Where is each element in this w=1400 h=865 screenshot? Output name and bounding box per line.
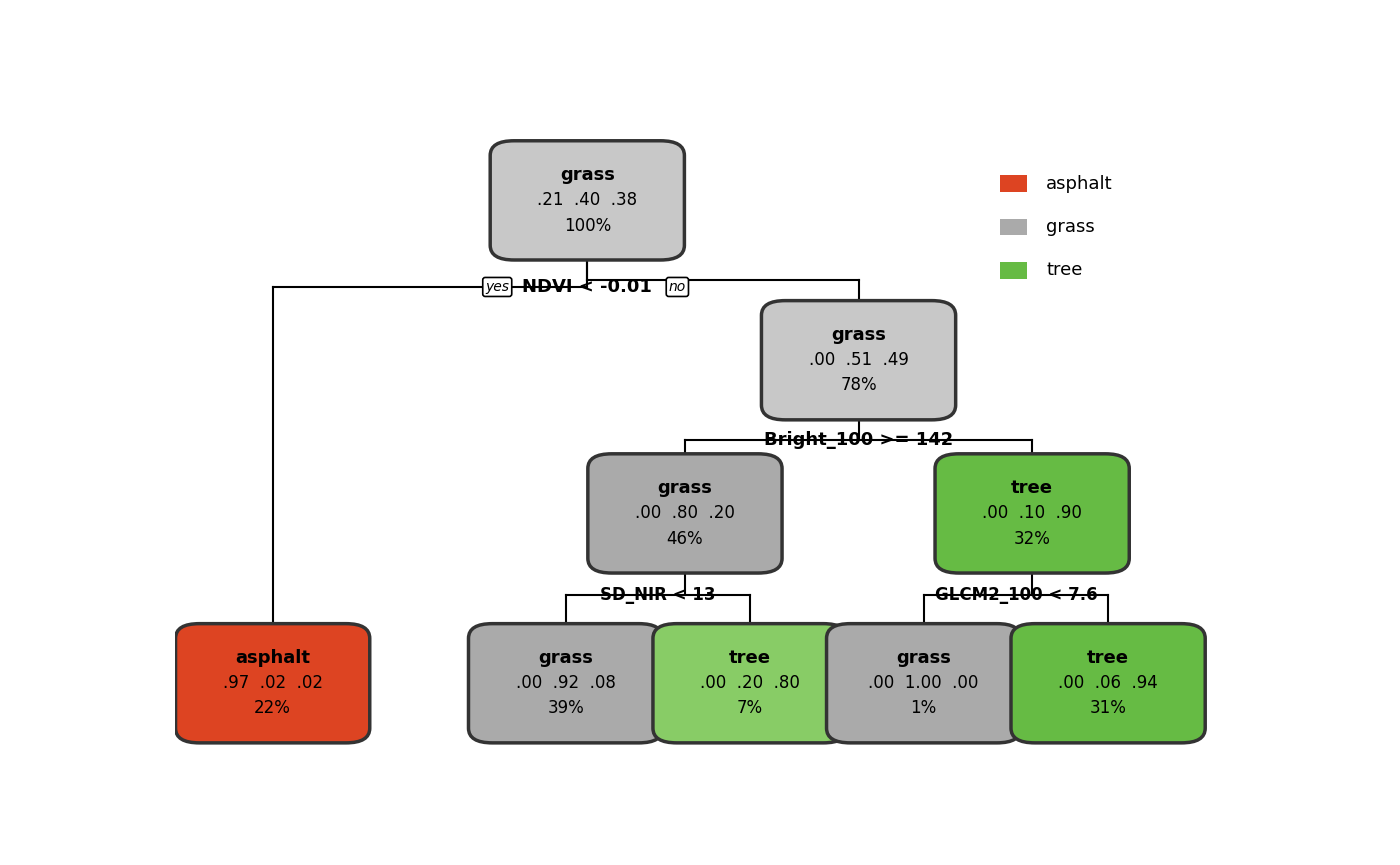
FancyBboxPatch shape xyxy=(588,454,783,573)
Text: no: no xyxy=(669,280,686,294)
FancyBboxPatch shape xyxy=(652,624,847,743)
Text: tree: tree xyxy=(729,649,771,667)
Text: SD_NIR < 13: SD_NIR < 13 xyxy=(601,586,715,605)
FancyBboxPatch shape xyxy=(1000,262,1026,279)
Text: 39%: 39% xyxy=(547,700,584,717)
Text: asphalt: asphalt xyxy=(1046,175,1113,193)
Text: .00  .20  .80: .00 .20 .80 xyxy=(700,674,799,692)
Text: 100%: 100% xyxy=(564,216,610,234)
Text: grass: grass xyxy=(658,479,713,497)
Text: .00  .06  .94: .00 .06 .94 xyxy=(1058,674,1158,692)
Text: 1%: 1% xyxy=(910,700,937,717)
Text: grass: grass xyxy=(832,326,886,344)
Text: asphalt: asphalt xyxy=(235,649,311,667)
Text: grass: grass xyxy=(560,166,615,184)
FancyBboxPatch shape xyxy=(1000,219,1026,235)
Text: tree: tree xyxy=(1086,649,1128,667)
FancyBboxPatch shape xyxy=(1000,176,1026,192)
Text: .21  .40  .38: .21 .40 .38 xyxy=(538,191,637,209)
Text: tree: tree xyxy=(1011,479,1053,497)
FancyBboxPatch shape xyxy=(1011,624,1205,743)
Text: .00  .51  .49: .00 .51 .49 xyxy=(809,351,909,369)
Text: grass: grass xyxy=(1046,218,1095,236)
Text: NDVI < -0.01: NDVI < -0.01 xyxy=(522,278,652,296)
FancyBboxPatch shape xyxy=(826,624,1021,743)
Text: 78%: 78% xyxy=(840,376,876,394)
FancyBboxPatch shape xyxy=(762,301,956,420)
Text: 22%: 22% xyxy=(255,700,291,717)
Text: .00  1.00  .00: .00 1.00 .00 xyxy=(868,674,979,692)
Text: .00  .80  .20: .00 .80 .20 xyxy=(636,504,735,522)
FancyBboxPatch shape xyxy=(935,454,1130,573)
FancyBboxPatch shape xyxy=(490,141,685,260)
Text: tree: tree xyxy=(1046,261,1082,279)
Text: Bright_100 >= 142: Bright_100 >= 142 xyxy=(764,431,953,449)
FancyBboxPatch shape xyxy=(175,624,370,743)
Text: 31%: 31% xyxy=(1089,700,1127,717)
Text: grass: grass xyxy=(538,649,594,667)
Text: .00  .10  .90: .00 .10 .90 xyxy=(983,504,1082,522)
Text: GLCM2_100 < 7.6: GLCM2_100 < 7.6 xyxy=(935,586,1098,605)
Text: grass: grass xyxy=(896,649,951,667)
Text: .97  .02  .02: .97 .02 .02 xyxy=(223,674,322,692)
Text: 32%: 32% xyxy=(1014,529,1050,548)
Text: 46%: 46% xyxy=(666,529,703,548)
Text: .00  .92  .08: .00 .92 .08 xyxy=(515,674,616,692)
Text: yes: yes xyxy=(486,280,510,294)
FancyBboxPatch shape xyxy=(469,624,662,743)
Text: 7%: 7% xyxy=(736,700,763,717)
